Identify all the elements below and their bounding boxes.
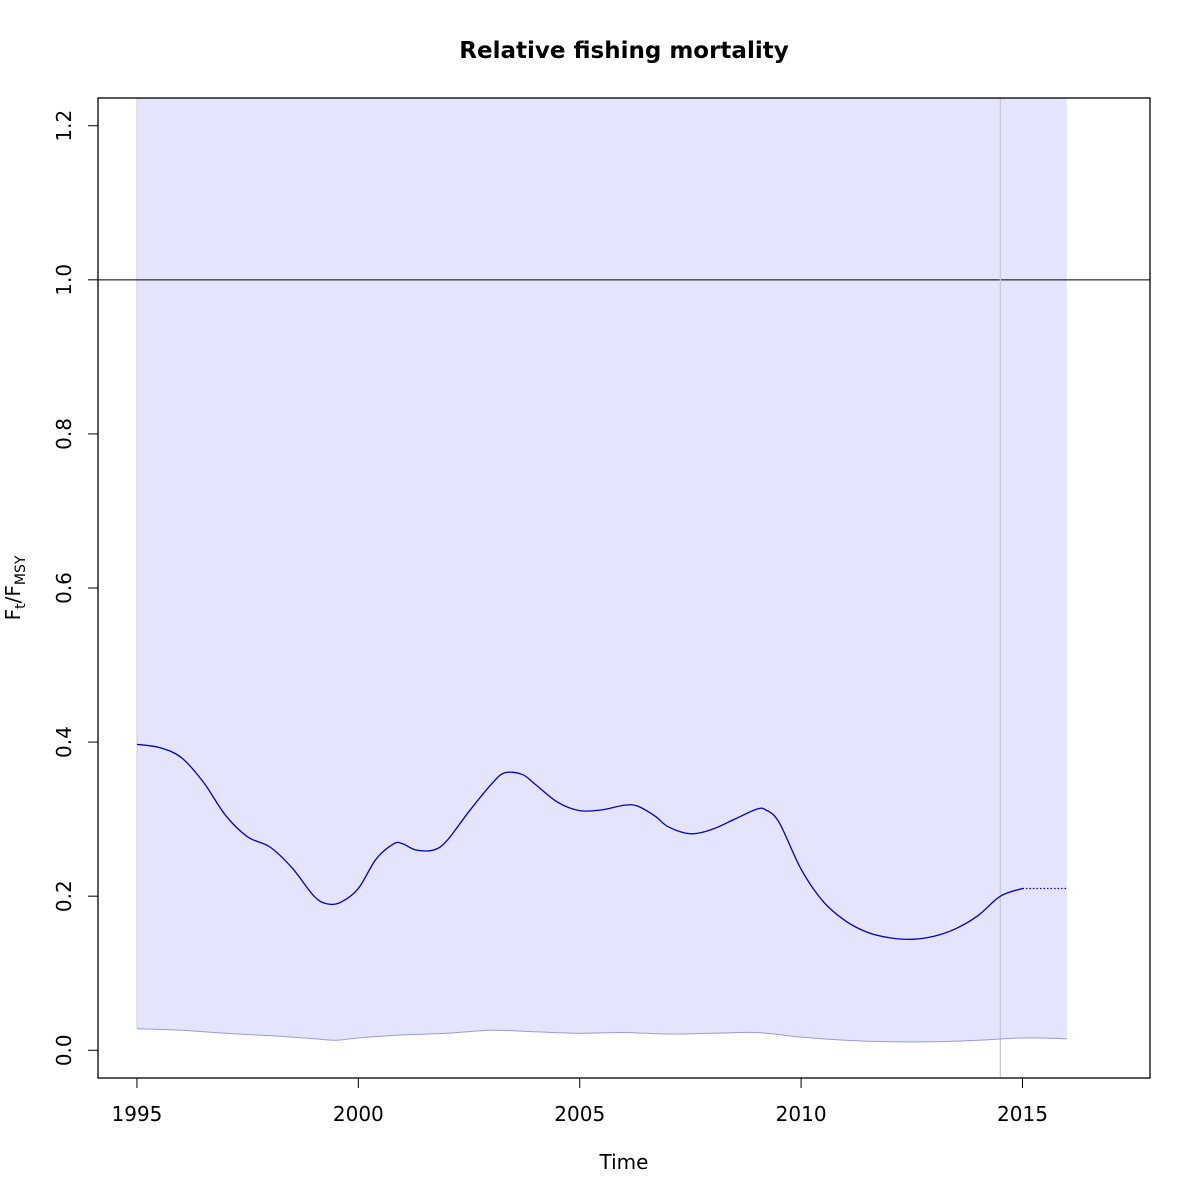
y-tick-label: 0.4 — [52, 726, 76, 758]
y-label-sub2: MSY — [13, 555, 29, 585]
lower-bound-line — [136, 1028, 1067, 1043]
estimate-line — [136, 743, 1023, 941]
confidence-band — [136, 98, 1067, 1042]
x-tick-label: 1995 — [112, 1102, 163, 1126]
x-tick-label: 2000 — [333, 1102, 384, 1126]
x-axis-label: Time — [599, 1150, 649, 1174]
y-label-main: F — [1, 609, 25, 621]
y-tick-label: 0.0 — [52, 1034, 76, 1066]
x-tick-label: 2005 — [554, 1102, 605, 1126]
chart-title: Relative fishing mortality — [459, 38, 788, 64]
y-axis: 0.0 0.2 0.4 0.6 0.8 1.0 1.2 — [52, 110, 99, 1066]
y-tick-label: 1.0 — [52, 264, 76, 296]
y-label-sep: /F — [1, 585, 25, 603]
y-label-sub1: t — [13, 603, 29, 609]
x-tick-label: 2010 — [776, 1102, 827, 1126]
y-axis-label: Ft/FMSY — [1, 555, 29, 620]
y-tick-label: 0.8 — [52, 418, 76, 450]
y-tick-label: 0.6 — [52, 572, 76, 604]
y-tick-label: 1.2 — [52, 110, 76, 142]
y-tick-label: 0.2 — [52, 880, 76, 912]
x-axis: 1995 2000 2005 2010 2015 — [112, 1077, 1048, 1126]
x-tick-label: 2015 — [997, 1102, 1048, 1126]
